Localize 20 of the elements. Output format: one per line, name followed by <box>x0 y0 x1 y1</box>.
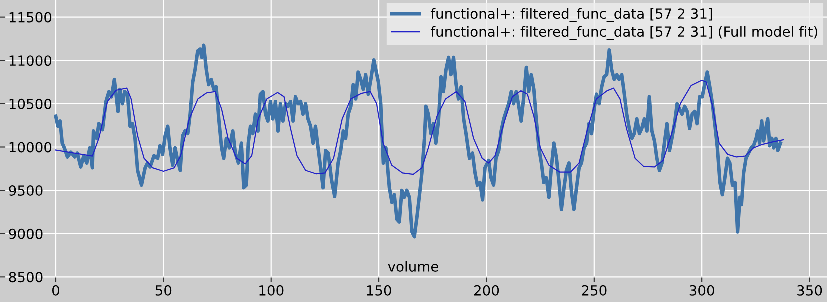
y-tick-label: 11000 <box>10 56 52 66</box>
legend-label: functional+: filtered_func_data [57 2 31] (Full model fit) <box>430 26 818 40</box>
y-tick-label: 10000 <box>10 142 52 153</box>
x-tick-label: 100 <box>260 285 284 296</box>
line-series <box>54 44 782 239</box>
y-tick-label: 8500 <box>9 272 43 283</box>
x-tick-label: 150 <box>367 285 392 296</box>
x-tick-label: 200 <box>474 285 500 296</box>
y-tick-label: 10500 <box>10 98 52 110</box>
y-tick-label: 11500 <box>10 12 52 23</box>
x-tick-label: 350 <box>798 285 822 296</box>
x-tick-label: 0 <box>52 285 60 296</box>
legend-label: functional+: filtered_func_data [57 2 31] <box>430 8 712 22</box>
line-series <box>55 80 784 176</box>
x-tick-label: 300 <box>690 285 714 296</box>
x-tick-label: 50 <box>156 285 172 296</box>
x-axis-title: volume <box>388 261 438 272</box>
y-tick-label: 9000 <box>9 228 43 240</box>
y-tick-label: 9500 <box>9 186 43 196</box>
x-tick-label: 250 <box>582 285 607 296</box>
